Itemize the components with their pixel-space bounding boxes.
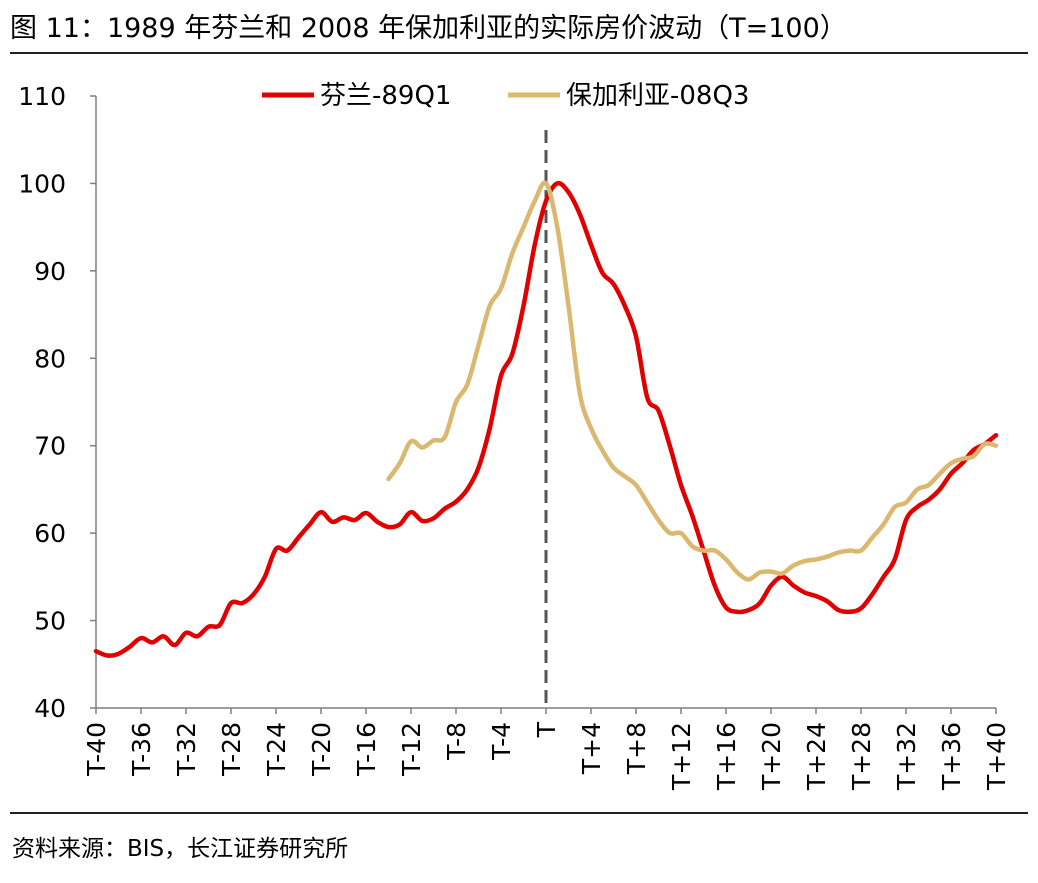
- x-tick-label: T: [532, 721, 561, 738]
- x-tick-label: T+32: [892, 722, 921, 791]
- x-tick-label: T+4: [577, 722, 606, 775]
- x-tick-label: T+20: [757, 722, 786, 791]
- legend: 芬兰-89Q1 保加利亚-08Q3: [262, 81, 749, 111]
- x-tick-label: T-28: [217, 722, 246, 777]
- legend-label-finland: 芬兰-89Q1: [320, 81, 451, 111]
- y-tick-label: 50: [34, 607, 66, 636]
- chart-axes: 40 50 60 70 80 90 100 110 T-40 T-36 T-32 T-28 T-24 T-…: [18, 82, 1011, 791]
- x-tick-label: T+8: [622, 722, 651, 775]
- figure-title: 图 11：1989 年芬兰和 2008 年保加利亚的实际房价波动（T=100）: [10, 13, 847, 44]
- series-line-finland: [93, 180, 999, 658]
- series-lines: [93, 180, 999, 658]
- x-tick-label: T-32: [172, 722, 201, 777]
- chart: 40 50 60 70 80 90 100 110 T-40 T-36 T-32 T-28 T-24 T-…: [18, 81, 1011, 791]
- x-tick-label: T+36: [937, 722, 966, 791]
- source-note: 资料来源：BIS，长江证券研究所: [12, 836, 349, 862]
- source-rule: [10, 812, 1028, 814]
- x-tick-label: T-24: [262, 722, 291, 777]
- x-tick-label: T-12: [397, 722, 426, 777]
- y-tick-label: 100: [18, 169, 66, 198]
- x-tick-label: T+28: [847, 722, 876, 791]
- x-tick-label: T-20: [307, 722, 336, 777]
- y-tick-label: 80: [34, 344, 66, 373]
- y-tick-label: 40: [34, 694, 66, 723]
- x-tick-label: T+12: [667, 722, 696, 791]
- legend-label-bulgaria: 保加利亚-08Q3: [566, 81, 749, 111]
- series-line-bulgaria: [386, 180, 999, 582]
- x-tick-label: T+40: [982, 722, 1011, 791]
- x-tick-label: T+16: [712, 722, 741, 791]
- x-tick-label: T-36: [127, 722, 156, 777]
- y-tick-label: 60: [34, 519, 66, 548]
- y-tick-label: 70: [34, 432, 66, 461]
- y-tick-label: 110: [18, 82, 66, 111]
- x-tick-label: T-8: [442, 722, 471, 761]
- x-tick-label: T-40: [82, 722, 111, 777]
- x-tick-label: T+24: [802, 722, 831, 791]
- x-tick-label: T-16: [352, 722, 381, 777]
- title-rule: [10, 52, 1028, 54]
- y-tick-label: 90: [34, 257, 66, 286]
- x-tick-label: T-4: [487, 722, 516, 761]
